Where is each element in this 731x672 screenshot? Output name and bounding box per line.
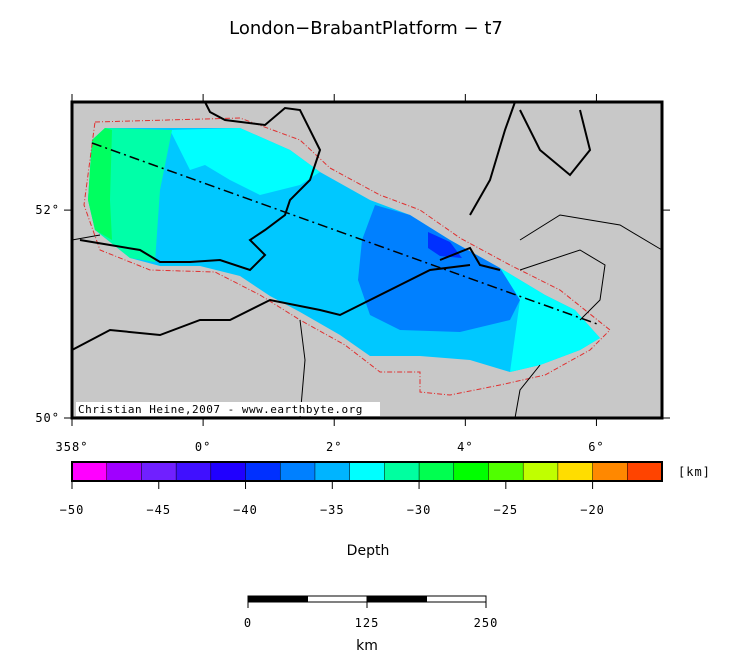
colorbar-segment: [71, 461, 108, 482]
scale-segment: [307, 595, 368, 603]
map: Christian Heine,2007 - www.earthbyte.org: [70, 100, 664, 420]
depth-zone: [428, 232, 462, 258]
colorbar-segment: [210, 461, 247, 482]
colorbar-tick-label: −20: [580, 503, 605, 517]
colorbar-segment: [627, 461, 663, 482]
scale-tick-label: 250: [474, 616, 499, 630]
colorbar-segment: [418, 461, 455, 482]
colorbar-tick-label: −25: [493, 503, 518, 517]
scale-segment: [366, 595, 427, 603]
depth-zone: [170, 128, 320, 195]
coastline: [439, 101, 592, 271]
colorbar-label: Depth: [347, 543, 390, 559]
colorbar-segment: [522, 461, 559, 482]
credit: Christian Heine,2007 - www.earthbyte.org: [78, 403, 363, 416]
colorbar-segment: [592, 461, 629, 482]
colorbar-segment: [349, 461, 386, 482]
depth-zone: [500, 268, 600, 372]
scale-tick-label: 0: [244, 616, 252, 630]
colorbar-segment: [279, 461, 316, 482]
colorbar-segment: [557, 461, 594, 482]
colorbar-tick-label: −50: [60, 503, 85, 517]
colorbar-segment: [488, 461, 524, 482]
lat-tick-label: 52°: [35, 203, 60, 217]
credit-box: [76, 402, 380, 416]
colorbar-unit: [km]: [678, 465, 711, 479]
profile-line: [91, 142, 601, 326]
colorbar-segment: [453, 461, 490, 482]
scale-bar: 0 125 250: [244, 595, 499, 630]
coastline: [71, 101, 471, 351]
border: [71, 214, 663, 419]
colorbar-segment: [314, 461, 351, 482]
title: London−BrabantPlatform − t7: [229, 18, 503, 39]
colorbar-segment: [175, 461, 212, 482]
colorbar-frame: [71, 461, 663, 482]
colorbar-segment: [141, 461, 177, 482]
colorbar-segment: [245, 461, 281, 482]
scale-segment: [247, 595, 308, 603]
lon-tick-label: 6°: [588, 440, 604, 454]
colorbar-segment: [106, 461, 143, 482]
scale-tick-label: 125: [355, 616, 380, 630]
colorbar-tick-label: −30: [407, 503, 432, 517]
lon-tick-label: 2°: [326, 440, 342, 454]
map-frame: [70, 100, 664, 420]
lon-tick-label: 0°: [195, 440, 211, 454]
boundary-outline: [83, 117, 611, 396]
lon-tick-label: 358°: [56, 440, 89, 454]
lat-tick-label: 50°: [35, 411, 60, 425]
colorbar-tick-label: −45: [146, 503, 171, 517]
colorbar-tick-label: −35: [320, 503, 345, 517]
colorbar-tick-label: −40: [233, 503, 258, 517]
colorbar: −50 −45 −40 −35 −30 −25 −20: [60, 461, 663, 517]
scale-unit: km: [356, 638, 378, 654]
scale-segment: [426, 595, 487, 603]
lon-tick-label: 4°: [457, 440, 473, 454]
depth-zone: [88, 128, 112, 240]
colorbar-segment: [384, 461, 420, 482]
